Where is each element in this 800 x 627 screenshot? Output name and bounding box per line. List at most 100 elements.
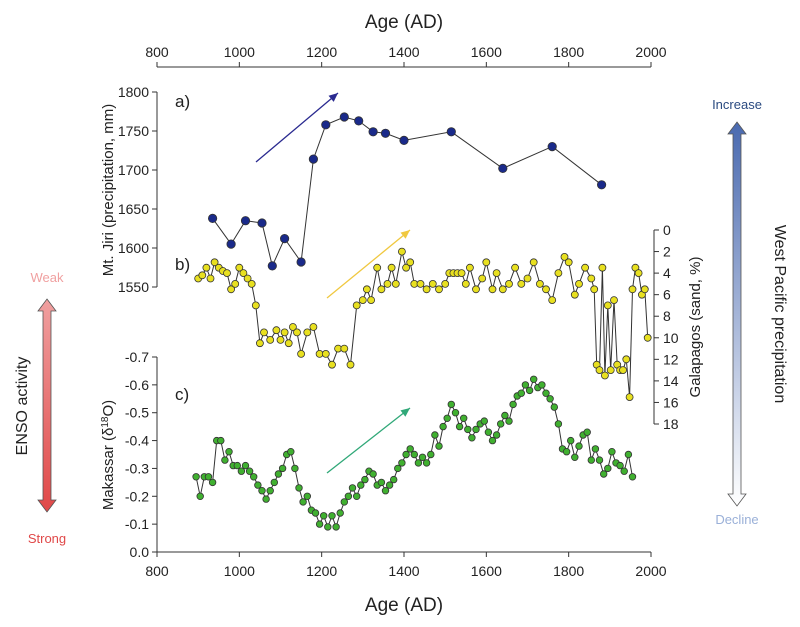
top-axis-ticks: 800 1000 1200 1400 1600 1800 2000	[145, 44, 667, 67]
panel-b-series	[194, 247, 652, 402]
panel-c-series	[192, 375, 637, 531]
trend-arrow-2	[326, 407, 411, 474]
panel-b-data-point	[622, 355, 631, 364]
panel-c-data-point	[295, 484, 303, 492]
panel-b-data-point	[391, 279, 400, 288]
panel-c-data-point	[262, 495, 270, 503]
panel-c-data-point	[521, 381, 530, 389]
panel-b-data-point	[619, 366, 627, 375]
panel-c-data-point	[406, 445, 414, 453]
panel-c-data-point	[381, 487, 390, 495]
panel-a-tick-label: 1550	[118, 279, 149, 295]
panel-b-data-point	[309, 323, 318, 331]
panel-c-data-point	[542, 389, 550, 397]
panel-a-tick-label: 1750	[118, 123, 149, 139]
panel-c-data-point	[538, 381, 546, 389]
panel-c-data-point	[217, 436, 225, 445]
wpp-increase-label: Increase	[712, 97, 762, 112]
panel-b-data-point	[587, 274, 596, 283]
panel-c-data-point	[624, 450, 633, 459]
panel-a-series	[208, 112, 607, 271]
panel-c-data-point	[196, 492, 204, 500]
panel-a-data-point	[257, 218, 267, 228]
panel-c-tick-label: -0.3	[125, 460, 149, 476]
panel-a-data-point	[226, 239, 236, 249]
panel-b-data-point	[628, 285, 637, 294]
panel-c-data-point	[468, 434, 476, 442]
panel-c-data-point	[278, 464, 287, 473]
panel-b-data-point	[303, 328, 312, 337]
panel-c-data-point	[254, 481, 262, 489]
panel-c-data-point	[332, 523, 340, 531]
panel-c-data-point	[249, 473, 258, 481]
panel-a-data-point	[380, 128, 391, 138]
panel-b-data-point	[402, 263, 411, 272]
panel-b-data-point	[260, 328, 268, 337]
panel-a-data-point	[446, 127, 456, 137]
top-axis-label: Age (AD)	[365, 12, 443, 33]
wpp-double-arrow	[727, 121, 747, 507]
panel-a-data-point	[321, 120, 331, 130]
panel-c-data-point	[274, 470, 283, 478]
bottom-tick-label: 1800	[553, 563, 584, 579]
panel-c-data-point	[554, 420, 563, 428]
wpp-decline-label: Decline	[715, 512, 758, 527]
panel-c-data-point	[472, 425, 480, 434]
panel-a-axis: 1550 1600 1650 1700 1750 1800	[118, 84, 157, 295]
trend-arrow-head-0	[328, 93, 338, 102]
panel-c-data-point	[460, 414, 468, 422]
top-tick-label: 1600	[471, 44, 502, 60]
panel-b-data-point	[610, 296, 618, 305]
panel-c-data-point	[525, 386, 534, 395]
panel-c-data-point	[604, 464, 612, 473]
panel-a-data-point	[596, 180, 607, 190]
panel-a-label: a)	[175, 92, 190, 111]
panel-a-tick-label: 1650	[118, 201, 149, 217]
panel-b-data-point	[247, 279, 256, 288]
panel-b-tick-label: 4	[663, 265, 671, 281]
panel-b-data-point	[428, 279, 437, 288]
panel-b-data-point	[465, 263, 474, 272]
panel-a-data-point	[267, 261, 277, 271]
panel-c-data-point	[361, 475, 369, 484]
panel-b-data-point	[202, 263, 211, 272]
panel-c-data-point	[402, 450, 410, 459]
trend-arrow-1	[326, 229, 411, 299]
panel-b-data-point	[511, 263, 519, 272]
panel-c-axis: -0.7 -0.6 -0.5 -0.4 -0.3 -0.2 -0.1 0.0	[125, 349, 157, 560]
panel-c-data-point	[369, 470, 377, 478]
panel-b-data-point	[346, 360, 355, 369]
enso-strong-label: Strong	[28, 531, 66, 546]
panel-c-data-point	[550, 403, 558, 411]
panel-c-data-point	[336, 509, 344, 517]
bottom-tick-label: 1000	[224, 563, 255, 579]
panel-b-data-point	[601, 371, 609, 380]
panel-b-data-point	[590, 285, 599, 294]
panel-c-data-point	[414, 459, 423, 467]
panel-c-data-point	[245, 467, 254, 475]
panel-b-data-point	[523, 274, 532, 283]
panel-b-data-point	[603, 301, 612, 310]
panel-c-data-point	[418, 453, 427, 461]
panel-b-data-point	[243, 274, 252, 283]
panel-b-data-point	[235, 263, 244, 272]
top-tick-label: 1200	[306, 44, 337, 60]
enso-double-arrow	[37, 298, 57, 513]
panel-c-data-point	[443, 414, 451, 422]
panel-c-data-point	[398, 459, 406, 467]
panel-b-data-point	[564, 258, 573, 267]
panel-c-data-point	[287, 448, 295, 456]
panel-c-data-point	[315, 520, 324, 528]
panel-c-data-point	[320, 512, 328, 520]
panel-c-data-point	[258, 487, 266, 495]
panel-c-tick-label: -0.1	[125, 516, 149, 532]
panel-c-data-point	[488, 436, 497, 445]
panel-b-data-point	[251, 301, 260, 310]
panel-b-tick-label: 18	[663, 416, 679, 432]
bottom-tick-label: 1200	[306, 563, 337, 579]
panel-b-data-point	[643, 333, 652, 342]
panel-c-data-point	[208, 478, 217, 487]
panel-c-data-point	[567, 436, 575, 445]
panel-b-data-point	[198, 271, 207, 280]
